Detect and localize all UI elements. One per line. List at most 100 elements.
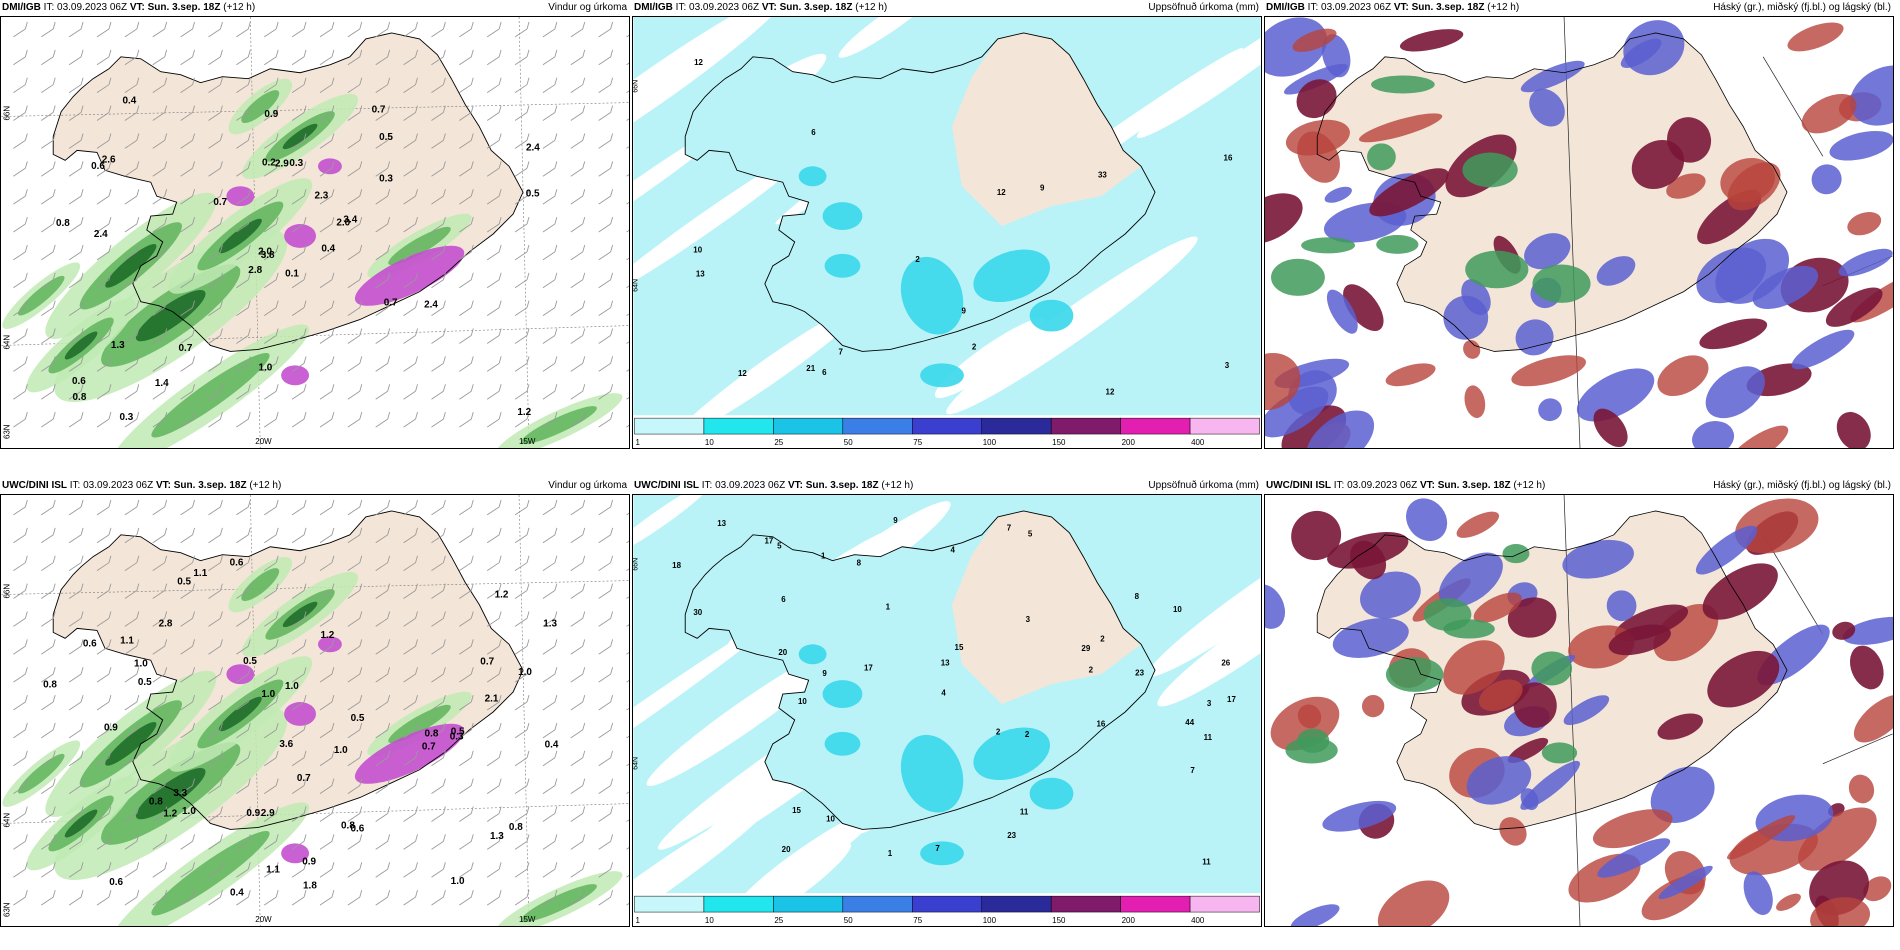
it-value: 03.09.2023 06Z	[1321, 2, 1392, 13]
wind-barb	[347, 21, 363, 38]
wind-barb	[514, 694, 530, 711]
wind-barb	[68, 583, 84, 599]
wind-barb	[68, 356, 84, 372]
cloud-area	[1292, 28, 1337, 52]
wind-barb	[403, 862, 418, 878]
wind-barb	[68, 21, 84, 38]
precip-value-label: 1.2	[495, 590, 509, 601]
cloud-area	[1332, 617, 1409, 658]
longitude-label: 15W	[519, 915, 536, 924]
wind-barb	[152, 611, 168, 627]
precip-value-label: 0.9	[246, 808, 260, 819]
wind-barb	[68, 133, 84, 149]
wind-barb	[514, 778, 530, 794]
wind-barb	[598, 216, 614, 233]
precip-amount-label: 6	[811, 128, 816, 137]
precip-amount-label: 7	[1190, 766, 1195, 775]
wind-barb	[375, 890, 391, 906]
wind-barb	[570, 49, 586, 66]
vt-label: VT:	[1393, 2, 1409, 13]
wind-barb	[347, 412, 363, 428]
wind-barb	[375, 722, 391, 739]
wind-barb	[542, 527, 558, 544]
wind-barb	[542, 300, 558, 316]
precip-area	[151, 830, 270, 916]
land-dry	[951, 510, 1142, 705]
map-precip[interactable]: 1 8 2 1 10 11 4 20 17 17 11 3 6 7 2 1 13 15 15 23 23 30 17 10 20…	[632, 494, 1262, 927]
wind-barb	[236, 667, 251, 683]
wind-barb	[208, 806, 223, 822]
wind-barb	[263, 499, 279, 516]
dry-area	[946, 236, 1198, 415]
wind-barb	[375, 834, 391, 850]
map-cloud[interactable]	[1264, 16, 1894, 449]
map-canvas: 1821101142017171136721131515232330171020…	[633, 495, 1261, 926]
wind-barb	[459, 778, 474, 794]
precip-core	[135, 289, 206, 342]
wind-barb	[13, 300, 28, 316]
colorbar-tick-label: 100	[983, 438, 997, 447]
wind-barb	[626, 902, 629, 906]
wind-barb	[152, 328, 168, 344]
wind-barb	[291, 806, 307, 822]
wind-barb	[431, 778, 446, 794]
wind-barb	[180, 527, 195, 544]
wind-barb	[319, 49, 335, 66]
precip-amount-label: 7	[935, 844, 940, 853]
wind-barb	[347, 384, 363, 400]
wind-barb	[208, 161, 223, 177]
wind-barb	[291, 722, 307, 739]
map-wind[interactable]: 0.1 0.6 3.8 0.6 2.0 0.7 0.7 0.3 0.5 0.4 0.4 1.2 2.4 2…	[0, 16, 630, 449]
map-cloud[interactable]	[1264, 494, 1894, 927]
wind-barb	[626, 512, 629, 516]
wind-barb	[319, 583, 335, 599]
wind-barb	[319, 611, 335, 627]
wind-barb	[431, 527, 446, 544]
wind-barb	[375, 527, 391, 544]
cloud-area	[1623, 20, 1685, 76]
wind-barb	[68, 806, 84, 822]
precip-core	[135, 767, 206, 820]
wind-barb	[347, 611, 363, 627]
wind-barb	[124, 806, 140, 822]
map-precip[interactable]: 6 2 10 12 12 12 21 13 33 12 7 6 9 9 3 16 2 66N 64N 1 10 25 50 7…	[632, 16, 1262, 449]
product-name: Uppsöfnuð úrkoma (mm)	[1148, 480, 1259, 491]
wind-barb	[626, 201, 629, 205]
wind-barb	[13, 77, 28, 94]
model-name: DMI/IGB	[634, 2, 673, 13]
cloud-area	[1385, 363, 1436, 387]
wind-barb	[570, 667, 586, 683]
precip-amount-label: 2	[1089, 665, 1094, 674]
cloud-area	[1265, 17, 1328, 77]
wind-barb	[96, 216, 112, 233]
wind-barb	[486, 21, 502, 38]
wind-barb	[486, 105, 502, 121]
wind-barb	[598, 834, 614, 850]
wind-barb	[431, 834, 446, 850]
wind-barb	[68, 862, 84, 878]
precip-amount-label: 9	[822, 669, 827, 678]
wind-barb	[152, 834, 168, 850]
wind-barb	[263, 328, 279, 344]
wind-barb	[96, 722, 112, 739]
wind-barb	[208, 300, 223, 316]
wind-barb	[41, 890, 56, 906]
wind-barb	[375, 244, 391, 261]
wind-barb	[319, 216, 335, 233]
wind-barb	[152, 384, 168, 400]
colorbar-segment	[981, 895, 1052, 913]
precip-amount-label: 1	[888, 849, 893, 858]
wind-barb	[486, 722, 502, 739]
wind-barb	[41, 272, 56, 289]
wind-barb	[375, 189, 391, 205]
colorbar-tick-label: 1	[635, 438, 640, 447]
map-wind[interactable]: 1.0 0.6 1.0 0.5 1.0 1.2 0.8 1.0 1.3 0.7 1.1 0.8 1.0 0…	[0, 494, 630, 927]
wind-barb	[180, 806, 195, 822]
precip-value-label: 0.9	[264, 109, 278, 120]
wind-barb	[542, 862, 558, 878]
wind-barb	[68, 555, 84, 572]
wind-barb	[13, 750, 28, 767]
wind-barb	[319, 300, 335, 316]
wind-barb	[236, 133, 251, 149]
wind-barb	[13, 189, 28, 205]
